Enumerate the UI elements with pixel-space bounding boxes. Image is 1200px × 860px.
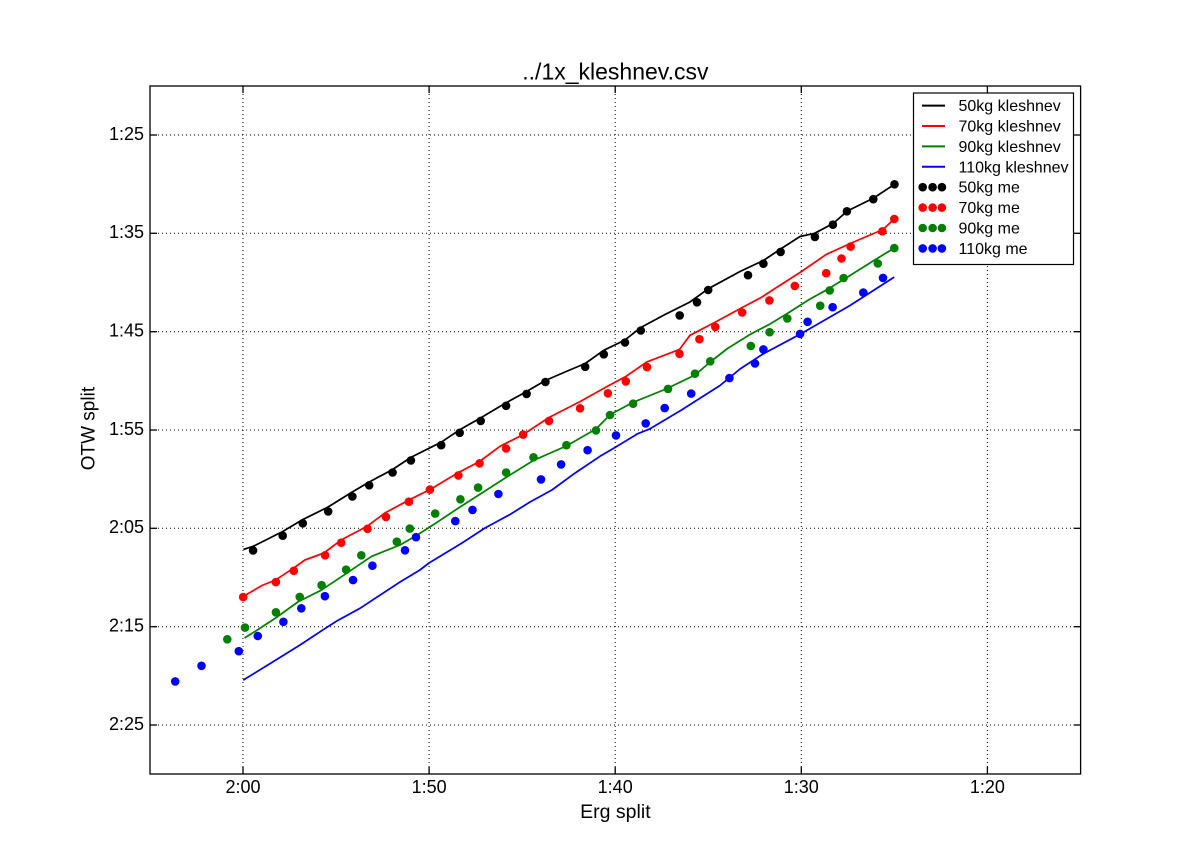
svg-text:90kg me: 90kg me	[959, 221, 1020, 238]
svg-text:70kg me: 70kg me	[959, 200, 1020, 217]
svg-text:2:25: 2:25	[109, 714, 144, 734]
svg-text:1:45: 1:45	[109, 321, 144, 341]
svg-text:2:05: 2:05	[109, 517, 144, 537]
svg-text:2:00: 2:00	[225, 777, 260, 797]
svg-text:1:20: 1:20	[970, 777, 1005, 797]
svg-text:50kg me: 50kg me	[959, 180, 1020, 197]
svg-text:2:15: 2:15	[109, 616, 144, 636]
svg-text:110kg kleshnev: 110kg kleshnev	[959, 159, 1069, 176]
svg-text:1:35: 1:35	[109, 222, 144, 242]
svg-text:110kg me: 110kg me	[959, 241, 1028, 258]
svg-text:90kg kleshnev: 90kg kleshnev	[959, 139, 1061, 156]
svg-text:../1x_kleshnev.csv: ../1x_kleshnev.csv	[522, 59, 709, 85]
svg-text:1:25: 1:25	[109, 124, 144, 144]
svg-text:1:30: 1:30	[784, 777, 819, 797]
svg-text:Erg split: Erg split	[580, 801, 651, 823]
svg-text:OTW split: OTW split	[79, 386, 100, 470]
svg-text:1:50: 1:50	[412, 777, 447, 797]
svg-text:70kg kleshnev: 70kg kleshnev	[959, 119, 1061, 136]
svg-text:50kg kleshnev: 50kg kleshnev	[959, 98, 1061, 115]
svg-text:1:55: 1:55	[109, 419, 144, 439]
svg-text:1:40: 1:40	[598, 777, 633, 797]
